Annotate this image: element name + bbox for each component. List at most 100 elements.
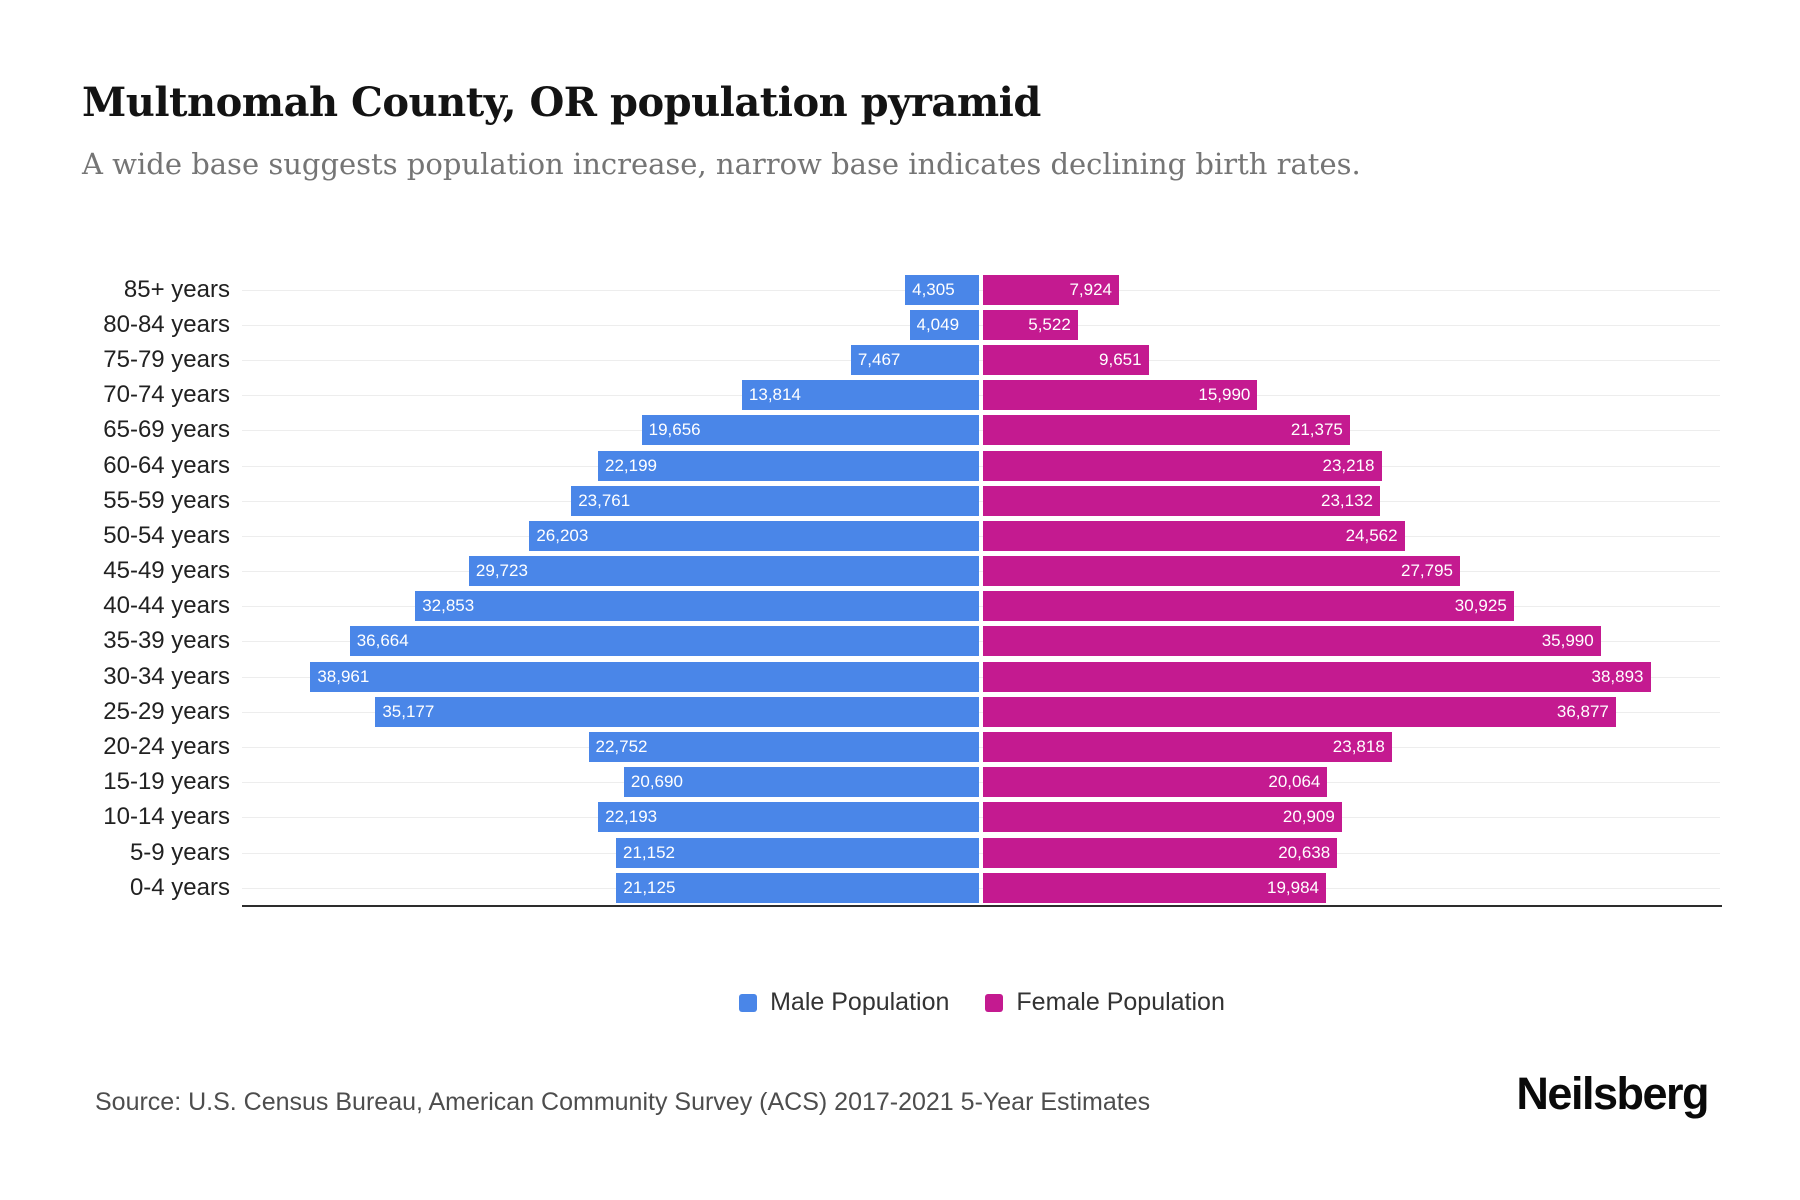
gridline [242, 676, 1720, 678]
gridline [242, 465, 1720, 467]
legend-item-female[interactable]: Female Population [985, 988, 1225, 1017]
male-value-label: 20,690 [630, 772, 683, 792]
female-bar[interactable]: 20,909 [983, 802, 1342, 833]
plot-area: 38,961 38,893 [242, 659, 1720, 694]
chart-row: 25-29 years 35,177 36,877 [82, 694, 1720, 729]
page-subtitle: A wide base suggests population increase… [82, 147, 1361, 181]
male-bar[interactable]: 7,467 [850, 344, 979, 375]
female-bar[interactable]: 30,925 [983, 591, 1514, 622]
male-value-label: 19,656 [648, 420, 701, 440]
female-value-label: 23,818 [1332, 737, 1385, 757]
female-bar[interactable]: 20,064 [983, 767, 1328, 798]
male-bar[interactable]: 22,752 [588, 732, 979, 763]
chart-row: 75-79 years 7,467 9,651 [82, 342, 1720, 377]
male-bar[interactable]: 36,664 [349, 626, 979, 657]
male-bar[interactable]: 22,199 [598, 450, 979, 481]
female-bar[interactable]: 15,990 [983, 380, 1258, 411]
age-label: 15-19 years [103, 768, 230, 796]
chart-row: 60-64 years 22,199 23,218 [82, 448, 1720, 483]
male-bar[interactable]: 26,203 [529, 520, 979, 551]
plot-area: 20,690 20,064 [242, 765, 1720, 800]
age-label: 50-54 years [103, 521, 230, 549]
plot-area: 21,152 20,638 [242, 835, 1720, 870]
male-bar[interactable]: 20,690 [623, 767, 979, 798]
plot-area: 29,723 27,795 [242, 554, 1720, 589]
plot-area: 23,761 23,132 [242, 483, 1720, 518]
male-value-label: 21,125 [623, 877, 676, 897]
female-bar[interactable]: 21,375 [983, 415, 1350, 446]
female-value-label: 19,984 [1267, 877, 1319, 897]
male-value-label: 22,193 [605, 807, 658, 827]
age-label: 45-49 years [103, 557, 230, 585]
female-bar[interactable]: 38,893 [983, 661, 1651, 692]
male-bar[interactable]: 29,723 [468, 556, 979, 587]
male-value-label: 4,049 [916, 314, 960, 334]
female-bar[interactable]: 5,522 [983, 309, 1078, 340]
chart-row: 50-54 years 26,203 24,562 [82, 518, 1720, 553]
male-value-label: 22,199 [605, 455, 657, 475]
gridline [242, 535, 1720, 537]
male-value-label: 32,853 [422, 596, 475, 616]
legend-item-male[interactable]: Male Population [739, 988, 949, 1017]
male-value-label: 21,152 [623, 842, 675, 862]
chart-row: 85+ years 4,305 7,924 [82, 272, 1720, 307]
male-bar[interactable]: 19,656 [641, 415, 979, 446]
plot-area: 35,177 36,877 [242, 694, 1720, 729]
male-value-label: 36,664 [356, 631, 409, 651]
male-bar[interactable]: 38,961 [310, 661, 979, 692]
chart-row: 30-34 years 38,961 38,893 [82, 659, 1720, 694]
female-value-label: 27,795 [1401, 561, 1453, 581]
female-bar[interactable]: 19,984 [983, 872, 1326, 903]
plot-area: 19,656 21,375 [242, 413, 1720, 448]
male-bar[interactable]: 22,193 [598, 802, 979, 833]
female-value-label: 15,990 [1198, 385, 1251, 405]
female-value-label: 36,877 [1556, 701, 1609, 721]
female-bar[interactable]: 27,795 [983, 556, 1460, 587]
female-bar[interactable]: 20,638 [983, 837, 1338, 868]
age-label: 20-24 years [103, 733, 230, 761]
male-bar[interactable]: 4,049 [909, 309, 979, 340]
x-axis-line [242, 905, 1722, 908]
female-bar[interactable]: 9,651 [983, 344, 1149, 375]
male-bar[interactable]: 13,814 [741, 380, 979, 411]
plot-area: 21,125 19,984 [242, 870, 1720, 905]
chart-row: 40-44 years 32,853 30,925 [82, 589, 1720, 624]
chart-row: 55-59 years 23,761 23,132 [82, 483, 1720, 518]
female-bar[interactable]: 24,562 [983, 520, 1405, 551]
age-label: 85+ years [123, 275, 230, 303]
age-label: 75-79 years [103, 345, 230, 373]
plot-area: 26,203 24,562 [242, 518, 1720, 553]
male-bar[interactable]: 23,761 [571, 485, 979, 516]
female-bar[interactable]: 36,877 [983, 696, 1616, 727]
female-bar[interactable]: 23,818 [983, 732, 1392, 763]
male-bar[interactable]: 35,177 [375, 696, 979, 727]
female-value-label: 5,522 [1028, 314, 1071, 334]
female-value-label: 23,132 [1321, 490, 1373, 510]
chart-row: 20-24 years 22,752 23,818 [82, 729, 1720, 764]
female-value-label: 24,562 [1345, 525, 1398, 545]
female-bar[interactable]: 35,990 [983, 626, 1601, 657]
age-label: 5-9 years [129, 838, 230, 866]
age-label: 40-44 years [103, 592, 230, 620]
female-bar[interactable]: 23,132 [983, 485, 1380, 516]
plot-area: 13,814 15,990 [242, 378, 1720, 413]
gridline [242, 782, 1720, 784]
male-bar[interactable]: 21,125 [616, 872, 979, 903]
gridline [242, 500, 1720, 502]
age-label: 80-84 years [103, 310, 230, 338]
male-value-label: 38,961 [317, 666, 370, 686]
plot-area: 36,664 35,990 [242, 624, 1720, 659]
plot-area: 22,199 23,218 [242, 448, 1720, 483]
male-bar[interactable]: 32,853 [415, 591, 979, 622]
chart-row: 10-14 years 22,193 20,909 [82, 800, 1720, 835]
male-bar[interactable]: 21,152 [616, 837, 979, 868]
female-value-label: 20,064 [1268, 772, 1321, 792]
female-bar[interactable]: 7,924 [983, 274, 1119, 305]
chart-row: 65-69 years 19,656 21,375 [82, 413, 1720, 448]
chart-row: 70-74 years 13,814 15,990 [82, 378, 1720, 413]
chart-row: 45-49 years 29,723 27,795 [82, 554, 1720, 589]
population-pyramid-chart: 85+ years 4,305 7,924 80-84 years 4,049 5,522… [82, 272, 1722, 908]
female-bar[interactable]: 23,218 [983, 450, 1382, 481]
male-bar[interactable]: 4,305 [905, 274, 979, 305]
age-label: 70-74 years [103, 381, 230, 409]
